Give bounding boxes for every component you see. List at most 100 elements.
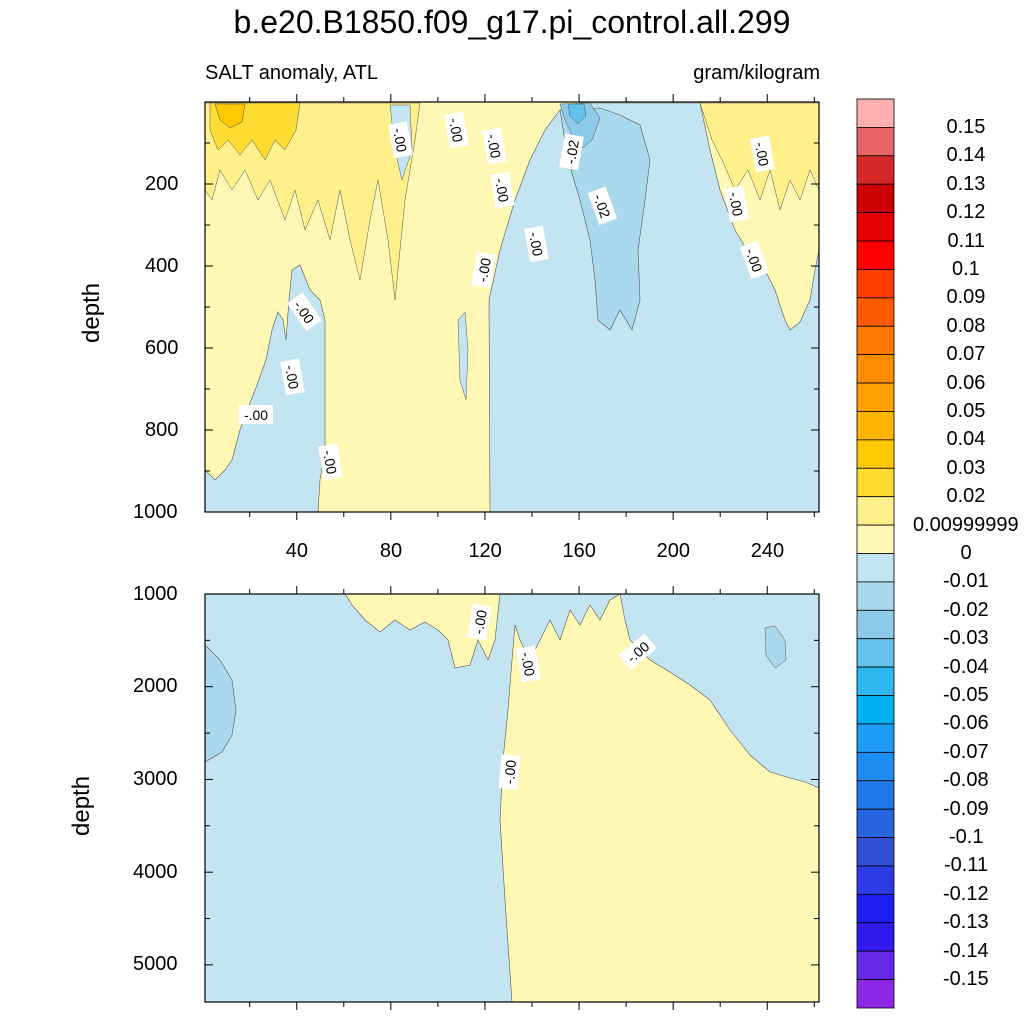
upper-contour-label: -.00	[739, 240, 770, 280]
colorbar-label: -0.03	[943, 627, 989, 650]
upper-x-tick-label: 80	[379, 540, 403, 562]
lower-east-blue-patch	[764, 625, 787, 669]
lower-axes	[204, 593, 820, 1003]
colorbar-label: 0	[960, 542, 972, 564]
lower-y-tick-label: 3000	[133, 767, 178, 790]
colorbar-swatch	[856, 893, 895, 924]
colorbar-swatch	[856, 98, 895, 128]
colorbar-swatch	[856, 865, 895, 895]
upper-x-tick-label: 40	[285, 540, 308, 562]
lower-contour-label: -.00	[516, 645, 541, 683]
colorbar-label: -0.15	[943, 968, 989, 991]
colorbar-swatch	[856, 723, 895, 753]
colorbar-label: 0.09	[946, 286, 986, 309]
upper-negative-tongue	[205, 264, 326, 512]
colorbar-label: -0.11	[944, 854, 989, 877]
lower-y-tick-label: 1000	[133, 582, 178, 605]
svg-text:-.00: -.00	[390, 127, 410, 154]
colorbar-swatch	[856, 581, 895, 611]
colorbar-swatch	[856, 808, 895, 838]
lower-y-tick-label: 4000	[133, 860, 178, 883]
colorbar-swatch	[856, 979, 895, 1009]
colorbar	[856, 98, 895, 1009]
colorbar-label: -0.08	[943, 769, 989, 792]
colorbar-label: -0.06	[943, 712, 989, 735]
upper-contour-label: -.02	[587, 186, 618, 226]
colorbar-label: 0.00999999	[913, 513, 1019, 536]
variable-subtitle: SALT anomaly, ATL	[205, 62, 379, 84]
colorbar-swatch	[856, 354, 895, 384]
svg-text:-.00: -.00	[752, 141, 772, 168]
upper-y-tick-label: 800	[145, 418, 179, 441]
lower-y-tick-label: 5000	[133, 953, 178, 976]
colorbar-label: 0.04	[946, 428, 986, 451]
units-subtitle: gram/kilogram	[693, 62, 820, 84]
lower-panel	[205, 594, 819, 1002]
colorbar-label: -0.02	[943, 598, 989, 621]
colorbar-label: -0.13	[943, 911, 989, 934]
colorbar-label: -0.07	[943, 740, 989, 763]
colorbar-swatch	[856, 950, 895, 980]
upper-y-tick-label: 600	[145, 336, 179, 359]
lower-west-blue-patch	[205, 644, 237, 763]
colorbar-label: 0.14	[946, 144, 986, 167]
colorbar-swatch	[856, 666, 895, 696]
colorbar-swatch	[856, 127, 895, 157]
upper-contour-label: -.00	[239, 405, 273, 424]
colorbar-label: -0.12	[943, 882, 989, 905]
colorbar-label: 0.13	[946, 172, 986, 195]
lower-contour-label: -.00	[467, 603, 492, 641]
colorbar-swatch	[856, 212, 895, 242]
svg-text:-.00: -.00	[501, 759, 519, 785]
lower-ticks	[205, 586, 819, 1010]
upper-negative-region-east	[488, 102, 819, 512]
upper-y-tick-label: 400	[145, 254, 179, 277]
upper-contour-label: -.02	[559, 133, 584, 171]
upper-contour-label: -.00	[318, 443, 343, 481]
colorbar-label: -0.1	[949, 826, 984, 849]
colorbar-swatch	[856, 269, 895, 299]
colorbar-label: 0.1	[952, 257, 980, 280]
colorbar-swatch	[856, 751, 895, 782]
lower-y-tick-label: 2000	[133, 675, 178, 698]
upper-contour-label: -.00	[482, 127, 507, 165]
upper-contour-label: -.00	[280, 358, 305, 396]
upper-contour-label: -.00	[444, 111, 469, 149]
colorbar-swatch	[856, 638, 895, 668]
lower-positive-region	[499, 594, 819, 1002]
upper-x-tick-label: 200	[656, 540, 691, 562]
upper-y-tick-label: 1000	[133, 500, 178, 523]
upper-warm-hotspot	[214, 103, 246, 129]
colorbar-swatch	[856, 922, 895, 952]
colorbar-swatch	[856, 183, 895, 214]
svg-text:-.00: -.00	[446, 117, 466, 144]
upper-contour-label: -.00	[750, 135, 775, 173]
colorbar-swatch	[856, 382, 895, 412]
svg-text:-.02: -.02	[590, 192, 613, 220]
upper-panel	[205, 102, 819, 512]
upper-y-tick-label: 200	[145, 172, 179, 195]
svg-text:-.00: -.00	[474, 257, 494, 284]
upper-contour-label: -.00	[524, 225, 549, 263]
lower-contour-label: -.00	[618, 633, 657, 670]
colorbar-label: 0.06	[946, 371, 986, 394]
colorbar-label: -0.04	[943, 655, 989, 678]
colorbar-swatch	[856, 297, 895, 327]
upper-warm-streaks	[205, 102, 421, 301]
colorbar-swatch	[856, 411, 895, 441]
colorbar-swatch	[856, 240, 895, 270]
contour-labels: -.00 -.00 -.00 -.02 -.00 -.02 -.00 -.00 -.00 -.00…	[239, 111, 775, 790]
chart-title: b.e20.B1850.f09_g17.pi_control.all.299	[233, 4, 791, 40]
svg-text:-.00: -.00	[742, 246, 765, 274]
lower-contour-label: -.00	[498, 754, 521, 790]
colorbar-label: 0.12	[946, 201, 986, 224]
colorbar-swatch	[856, 155, 895, 185]
colorbar-label: 0.03	[946, 456, 986, 479]
svg-text:-.00: -.00	[282, 364, 302, 391]
upper-contour-label: -.00	[724, 185, 749, 223]
svg-text:-.00: -.00	[726, 191, 746, 218]
svg-text:-.00: -.00	[492, 177, 512, 204]
colorbar-swatch	[856, 780, 895, 810]
colorbar-swatch	[856, 837, 895, 867]
